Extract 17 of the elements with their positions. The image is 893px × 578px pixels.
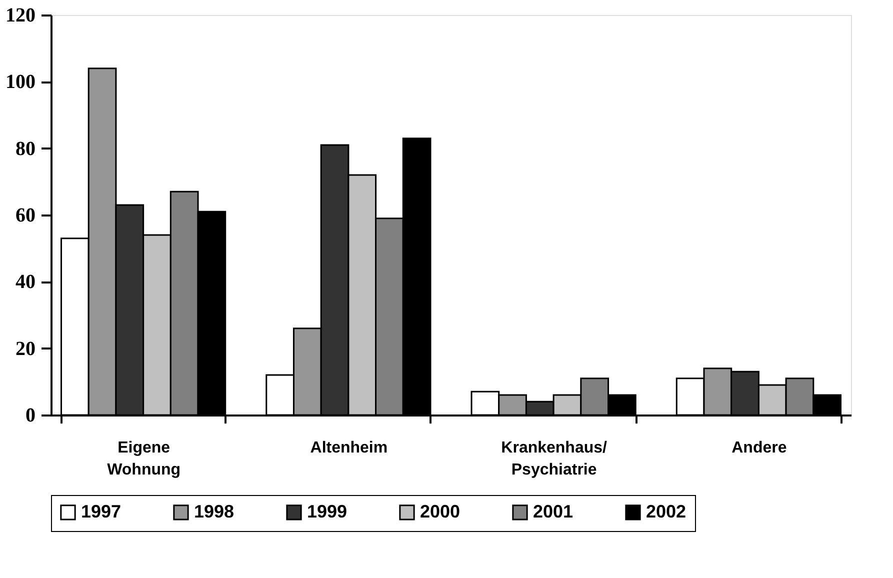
legend-label: 1999 bbox=[307, 501, 348, 522]
y-tick-label: 100 bbox=[6, 71, 36, 94]
y-tick-label: 0 bbox=[26, 404, 36, 426]
y-tick-label: 120 bbox=[6, 4, 36, 26]
x-tick-label: Krankenhaus/ Psychiatrie bbox=[501, 440, 608, 478]
x-tick-label: Andere bbox=[732, 440, 787, 456]
legend-label: 2000 bbox=[420, 501, 460, 522]
y-tick-label: 40 bbox=[16, 271, 36, 294]
legend-label: 2001 bbox=[533, 501, 574, 522]
legend-label: 1997 bbox=[81, 501, 122, 522]
y-tick-label: 20 bbox=[16, 338, 36, 360]
y-tick-label: 80 bbox=[16, 138, 36, 160]
legend-label: 2002 bbox=[646, 501, 686, 522]
x-tick-label: Altenheim bbox=[310, 440, 388, 456]
y-tick-label: 60 bbox=[16, 204, 36, 226]
x-tick-label: Eigene Wohnung bbox=[107, 440, 181, 478]
legend-label: 1998 bbox=[194, 501, 234, 522]
